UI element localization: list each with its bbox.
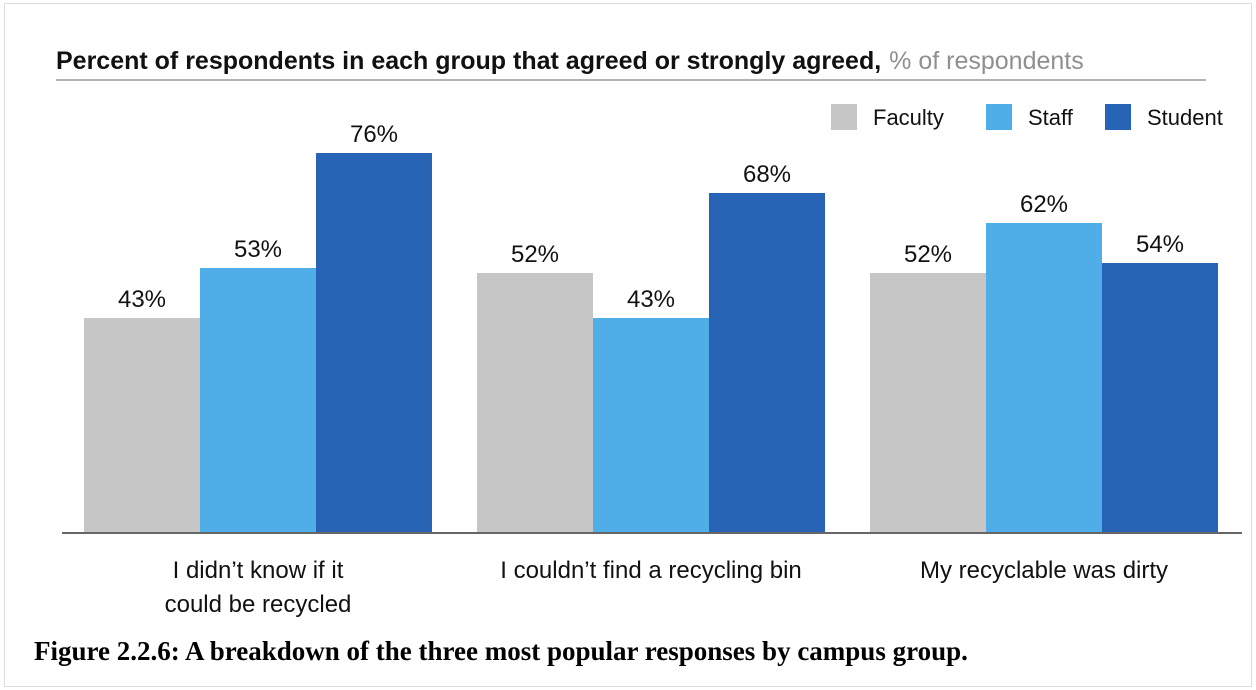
bar-student-3 — [1102, 263, 1218, 533]
category-label-2-line-1: I couldn’t find a recycling bin — [500, 557, 802, 584]
value-label-faculty-2: 52% — [511, 241, 559, 268]
legend-swatch-staff — [986, 104, 1012, 130]
chart-subtitle: % of respondents — [889, 47, 1084, 75]
legend: Faculty Staff Student — [831, 104, 1223, 130]
chart-title: Percent of respondents in each group tha… — [56, 47, 1084, 75]
category-label-1-line-2: could be recycled — [165, 591, 352, 618]
legend-label-student: Student — [1147, 105, 1223, 130]
value-label-student-1: 76% — [350, 121, 398, 148]
bars-group — [84, 153, 1218, 533]
category-label-1-line-1: I didn’t know if it — [173, 557, 344, 584]
bar-student-1 — [316, 153, 432, 533]
category-labels-group: I didn’t know if it could be recycled I co… — [165, 557, 1168, 618]
bar-student-2 — [709, 193, 825, 533]
bar-staff-1 — [200, 268, 316, 533]
value-labels-group: 43% 52% 52% 53% 43% 62% 76% 68% 54% — [118, 121, 1184, 313]
value-label-staff-2: 43% — [627, 286, 675, 313]
bar-faculty-3 — [870, 273, 986, 533]
bar-staff-3 — [986, 223, 1102, 533]
value-label-staff-3: 62% — [1020, 191, 1068, 218]
legend-swatch-faculty — [831, 104, 857, 130]
value-label-faculty-3: 52% — [904, 241, 952, 268]
chart: Percent of respondents in each group tha… — [56, 47, 1242, 618]
bar-staff-2 — [593, 318, 709, 533]
bar-faculty-1 — [84, 318, 200, 533]
value-label-staff-1: 53% — [234, 236, 282, 263]
legend-swatch-student — [1105, 104, 1131, 130]
figure-caption: Figure 2.2.6: A breakdown of the three m… — [34, 636, 968, 666]
value-label-student-3: 54% — [1136, 231, 1184, 258]
legend-label-staff: Staff — [1028, 105, 1074, 130]
category-label-3-line-1: My recyclable was dirty — [920, 557, 1168, 584]
value-label-student-2: 68% — [743, 161, 791, 188]
chart-title-main: Percent of respondents in each group tha… — [56, 47, 881, 75]
bar-faculty-2 — [477, 273, 593, 533]
legend-label-faculty: Faculty — [873, 105, 944, 130]
value-label-faculty-1: 43% — [118, 286, 166, 313]
